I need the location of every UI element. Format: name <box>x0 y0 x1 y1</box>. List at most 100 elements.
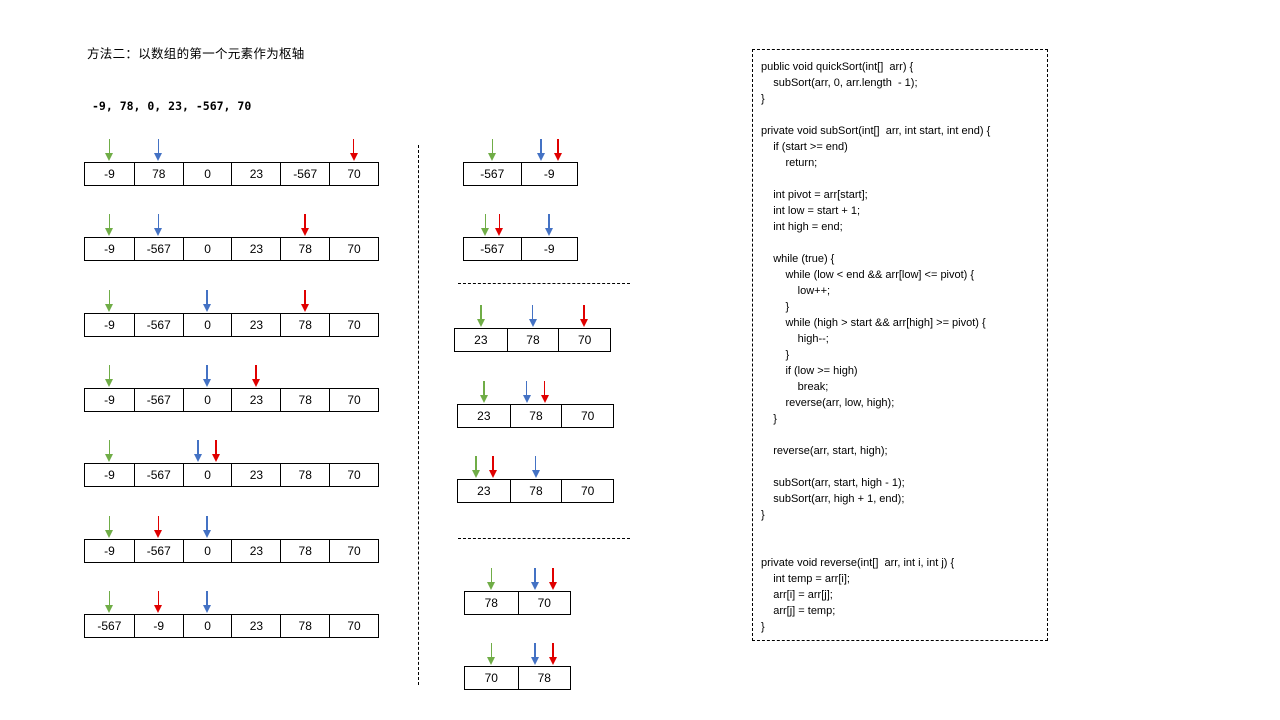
array-cell: 23 <box>477 409 491 423</box>
array-cell: 78 <box>509 480 562 502</box>
input-array-text: -9, 78, 0, 23, -567, 70 <box>92 99 252 113</box>
array-cell: -9 <box>520 238 578 260</box>
right-step-array: 23 78 70 <box>457 479 614 503</box>
array-cell: 78 <box>280 238 329 260</box>
left-step-array: -9 -567 0 23 78 70 <box>84 313 379 337</box>
right-step-array: -567 -9 <box>463 237 578 261</box>
page-title: 方法二：以数组的第一个元素作为枢轴 <box>87 46 305 61</box>
array-cell: 70 <box>329 238 378 260</box>
right-step-array: 78 70 <box>464 591 571 615</box>
code-line: reverse(arr, low, high); <box>761 397 895 409</box>
code-line <box>761 539 1047 555</box>
code-line: int low = start + 1; <box>761 205 861 217</box>
code-line: int temp = arr[i]; <box>761 573 850 585</box>
array-cell: 70 <box>329 464 378 486</box>
array-cell: 78 <box>517 667 571 689</box>
array-cell: 70 <box>561 405 613 427</box>
array-cell: -9 <box>133 615 183 637</box>
array-cell: -567 <box>480 167 505 181</box>
array-cell: -9 <box>104 242 115 256</box>
code-line <box>761 459 1047 475</box>
array-cell: 0 <box>182 389 232 411</box>
code-line <box>761 235 1047 251</box>
array-cell: 70 <box>558 329 610 351</box>
array-cell: -567 <box>133 540 183 562</box>
array-cell: -567 <box>97 619 122 633</box>
array-cell: -9 <box>104 468 115 482</box>
code-line: while (low < end && arr[low] <= pivot) { <box>761 269 975 281</box>
array-cell: 78 <box>506 329 559 351</box>
array-cell: -567 <box>480 242 505 256</box>
right-step-array: 70 78 <box>464 666 571 690</box>
code-line: reverse(arr, start, high); <box>761 445 888 457</box>
array-cell: -9 <box>104 318 115 332</box>
code-line <box>761 523 1047 539</box>
array-cell: 70 <box>517 592 571 614</box>
left-step-array: -9 -567 0 23 78 70 <box>84 463 379 487</box>
array-cell: 0 <box>182 314 232 336</box>
array-cell: 23 <box>231 314 280 336</box>
code-line: int pivot = arr[start]; <box>761 189 868 201</box>
code-line: if (start >= end) <box>761 141 848 153</box>
horizontal-divider <box>458 538 630 539</box>
array-cell: 70 <box>329 615 378 637</box>
array-cell: 23 <box>231 238 280 260</box>
array-cell: 23 <box>231 464 280 486</box>
array-cell: 70 <box>484 671 498 685</box>
code-line: subSort(arr, high + 1, end); <box>761 493 905 505</box>
code-line: if (low >= high) <box>761 365 858 377</box>
code-box: public void quickSort(int[] arr) { subSo… <box>752 49 1048 641</box>
array-cell: -567 <box>133 238 183 260</box>
array-cell: 23 <box>231 540 280 562</box>
array-cell: 23 <box>231 615 280 637</box>
array-cell: 0 <box>182 615 232 637</box>
code-line <box>761 107 1047 123</box>
code-line: arr[i] = arr[j]; <box>761 589 833 601</box>
array-cell: 70 <box>561 480 613 502</box>
code-line: } <box>761 413 777 425</box>
right-step-array: 23 78 70 <box>457 404 614 428</box>
array-cell: 70 <box>329 540 378 562</box>
code-line: } <box>761 509 765 521</box>
array-cell: -567 <box>133 389 183 411</box>
left-step-array: -9 -567 0 23 78 70 <box>84 237 379 261</box>
array-cell: -9 <box>104 393 115 407</box>
array-cell: 78 <box>280 314 329 336</box>
array-cell: 23 <box>477 484 491 498</box>
code-line: subSort(arr, 0, arr.length - 1); <box>761 77 918 89</box>
code-line: } <box>761 349 790 361</box>
left-step-array: -9 78 0 23 -567 70 <box>84 162 379 186</box>
array-cell: 0 <box>182 464 232 486</box>
left-step-array: -567 -9 0 23 78 70 <box>84 614 379 638</box>
array-cell: 23 <box>474 333 488 347</box>
code-line: } <box>761 93 765 105</box>
array-cell: 23 <box>231 163 280 185</box>
array-cell: 78 <box>484 596 498 610</box>
array-cell: 78 <box>280 389 329 411</box>
horizontal-divider <box>458 283 630 284</box>
code-line: private void subSort(int[] arr, int star… <box>761 125 991 137</box>
array-cell: 78 <box>280 464 329 486</box>
right-step-array: 23 78 70 <box>454 328 611 352</box>
array-cell: 70 <box>329 163 378 185</box>
code-line: return; <box>761 157 818 169</box>
code-line: private void reverse(int[] arr, int i, i… <box>761 557 955 569</box>
array-cell: 78 <box>509 405 562 427</box>
array-cell: 70 <box>329 389 378 411</box>
array-cell: 78 <box>280 540 329 562</box>
array-cell: 0 <box>182 238 232 260</box>
code-line: break; <box>761 381 829 393</box>
array-cell: -567 <box>133 314 183 336</box>
code-line: low++; <box>761 285 831 297</box>
code-line <box>761 427 1047 443</box>
vertical-divider <box>418 145 419 685</box>
code-line: } <box>761 301 790 313</box>
array-cell: 0 <box>182 540 232 562</box>
array-cell: 0 <box>182 163 232 185</box>
code-line: subSort(arr, start, high - 1); <box>761 477 905 489</box>
array-cell: -9 <box>104 167 115 181</box>
array-cell: 23 <box>231 389 280 411</box>
left-step-array: -9 -567 0 23 78 70 <box>84 388 379 412</box>
array-cell: -567 <box>280 163 329 185</box>
code-line: high--; <box>761 333 829 345</box>
